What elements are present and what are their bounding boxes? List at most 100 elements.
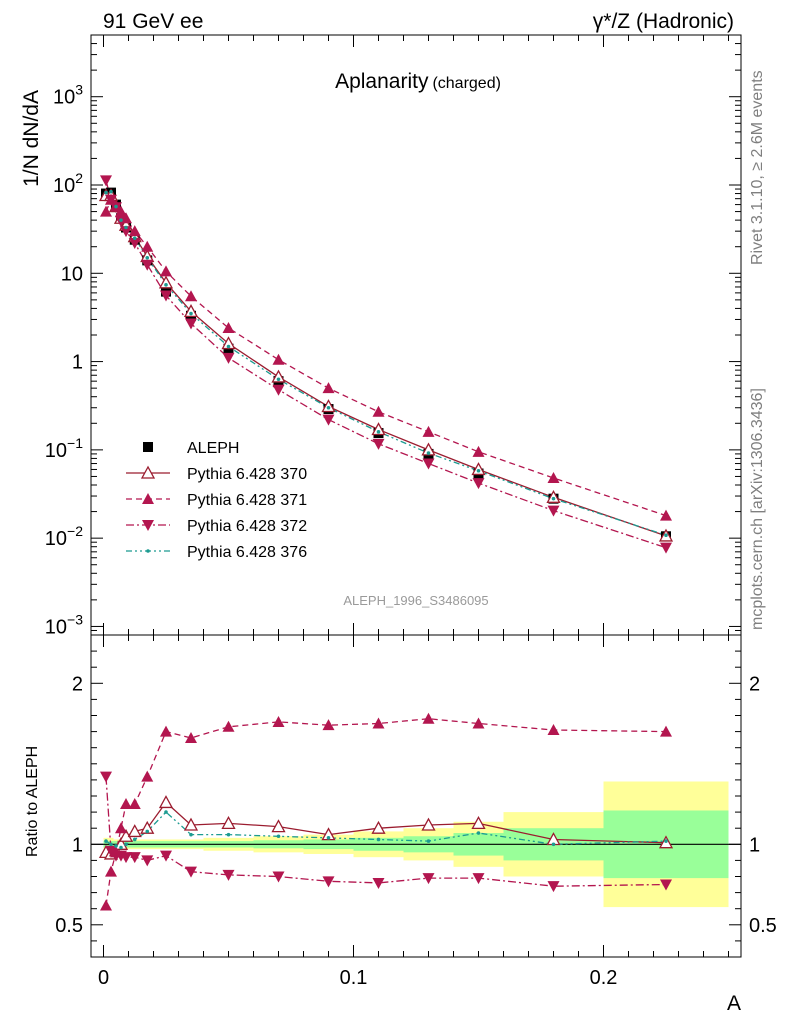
ratio-series-point (124, 842, 128, 847)
legend-label: Pythia 6.428 372 (187, 518, 307, 535)
ratio-series-point (271, 819, 286, 833)
series-point (547, 505, 560, 517)
ratio-series-point (132, 837, 137, 842)
series-point (372, 405, 385, 417)
series-point (109, 189, 113, 194)
series-point (100, 175, 112, 187)
series-point (551, 496, 556, 501)
ratio-series-point (100, 771, 112, 783)
ratio-series-point (371, 820, 386, 834)
ratio-series-point (222, 869, 235, 881)
legend-marker (142, 493, 154, 504)
series-point (164, 283, 168, 287)
series-point (326, 405, 331, 410)
ratio-series-point (422, 712, 435, 724)
series-point (660, 542, 672, 554)
series-point (322, 382, 335, 394)
ratio-series-point (104, 839, 108, 843)
ratio-y-axis-label: Ratio to ALEPH (24, 746, 41, 857)
ratio-series-point (189, 832, 193, 837)
ratio-series-point (119, 845, 123, 850)
ratio-series-point (222, 720, 235, 732)
ratio-series-point (660, 725, 672, 737)
ratio-series-point (120, 798, 132, 810)
legend-marker (142, 520, 154, 531)
ratio-series-point (160, 725, 172, 737)
legend-label: Pythia 6.428 370 (187, 466, 307, 483)
ratio-series-point (128, 852, 141, 864)
ratio-series-point (421, 817, 436, 831)
series-point (128, 225, 141, 237)
chart-title-main: Aplanarity (335, 70, 429, 93)
series-point (272, 353, 285, 365)
series-point (141, 240, 154, 252)
series-point (120, 226, 132, 238)
y-tick-label-right: 0.5 (749, 915, 777, 937)
ratio-series-point (115, 822, 127, 834)
ratio-series-point (128, 798, 141, 810)
y-tick-label-exponent: 2 (75, 170, 83, 186)
ratio-series-point (372, 717, 385, 729)
series-point (422, 425, 435, 437)
series-point (114, 204, 118, 209)
header-right: γ*/Z (Hadronic) (593, 10, 734, 33)
legend-marker (140, 465, 156, 479)
legend-label: ALEPH (187, 440, 239, 457)
y-tick-label-right: 1 (749, 834, 760, 856)
series-point (476, 468, 481, 473)
series-point (222, 352, 235, 364)
y-tick-label: 2 (72, 673, 83, 695)
series-point (660, 509, 672, 521)
ratio-panel: 0.5 0.5 1 1 2 2 0 0.1 0.2 Ratio to ALEPH A (24, 634, 777, 1015)
mcplots-credit-text: mcplots.cern.ch [arXiv:1306.3436] (749, 388, 766, 630)
ratio-series-point (422, 873, 435, 885)
ratio-series-point (141, 770, 154, 782)
series-point (124, 225, 128, 230)
series-point (422, 458, 435, 470)
y-tick-label: 10−2 (45, 523, 83, 550)
ratio-series-point (376, 837, 381, 842)
series-point (128, 238, 141, 250)
ratio-series-point (276, 834, 281, 839)
y-tick-label: 1 (72, 834, 83, 856)
series-point (119, 218, 123, 222)
y-tick-label-base: 10 (53, 87, 75, 109)
ratio-series-point (272, 715, 285, 727)
ratio-series-point (472, 873, 485, 885)
x-tick-label: 0.2 (590, 967, 618, 989)
ratio-series-line-1 (105, 718, 667, 906)
series-point (472, 478, 485, 490)
series-point (664, 533, 668, 538)
y-tick-label-base: 10 (45, 616, 67, 638)
series-point (185, 290, 197, 302)
chart-title: Aplanarity (charged) (335, 70, 501, 93)
y-tick-label-exponent: −2 (67, 523, 83, 539)
series-point (546, 489, 561, 503)
ratio-series-point (322, 719, 335, 731)
series-point (145, 255, 150, 260)
y-tick-label-base: 10 (45, 528, 67, 550)
series-point (158, 275, 174, 289)
series-point (160, 265, 172, 277)
series-point (132, 236, 137, 240)
series-point (185, 318, 197, 330)
chart-title-sub: (charged) (432, 75, 500, 92)
ratio-series-point (664, 839, 668, 843)
y-tick-label-exponent: 3 (75, 82, 83, 98)
y-tick-label-exponent: −1 (67, 435, 83, 451)
series-point (141, 259, 154, 271)
ratio-series-point (226, 832, 231, 837)
series-point (226, 344, 231, 349)
ratio-series-point (109, 842, 113, 847)
ratio-series-point (183, 817, 199, 831)
header-left: 91 GeV ee (103, 10, 203, 33)
series-point (376, 430, 381, 434)
series-line-1 (106, 194, 667, 537)
series-point (322, 414, 335, 426)
y-tick-label: 1 (72, 352, 83, 374)
ratio-series-point (426, 839, 431, 843)
series-point (183, 304, 199, 318)
ratio-series-point (547, 881, 560, 893)
ratio-series-point (372, 877, 385, 889)
